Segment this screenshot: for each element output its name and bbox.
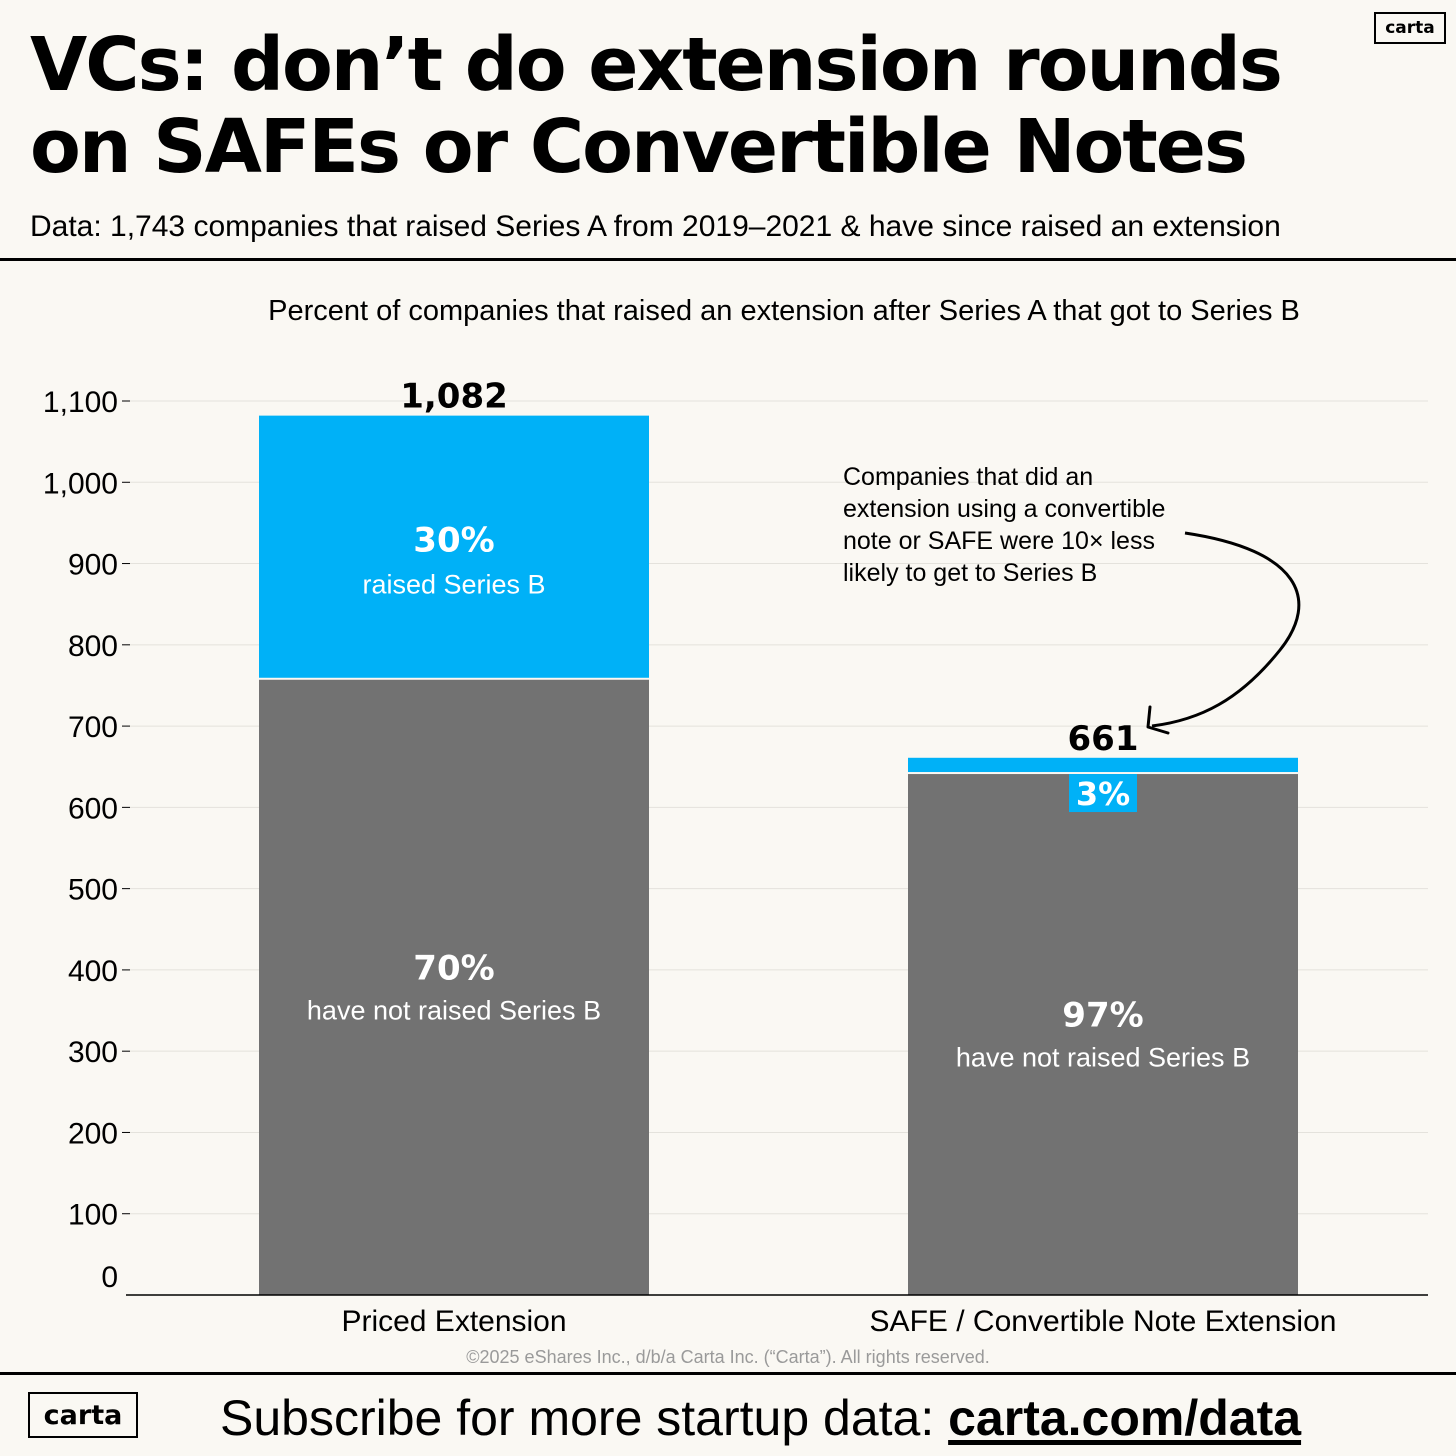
annotation-text-line: likely to get to Series B bbox=[843, 559, 1097, 587]
pct-raised-badge bbox=[1069, 774, 1137, 813]
annotation-text-line: Companies that did an bbox=[843, 463, 1093, 491]
subscribe-link[interactable]: carta.com/data bbox=[948, 1390, 1302, 1446]
annotation-text-line: extension using a convertible bbox=[843, 495, 1165, 523]
not-raised-text: have not raised Series B bbox=[956, 1043, 1250, 1073]
bar-total-label: 1,082 bbox=[400, 377, 508, 417]
y-tick-label: 1,000 bbox=[43, 467, 118, 500]
y-tick-label: 400 bbox=[68, 955, 118, 988]
cta-text: Subscribe for more startup data: bbox=[220, 1390, 949, 1446]
bar-not-raised bbox=[908, 774, 1298, 1295]
y-tick-label: 0 bbox=[101, 1261, 118, 1294]
bar-total-label: 661 bbox=[1068, 719, 1139, 759]
bar-raised bbox=[259, 415, 649, 678]
copyright-notice: ©2025 eShares Inc., d/b/a Carta Inc. (“C… bbox=[466, 1347, 990, 1367]
y-tick-label: 900 bbox=[68, 549, 118, 582]
annotation-text-line: note or SAFE were 10× less bbox=[843, 527, 1155, 555]
y-tick-label: 200 bbox=[68, 1117, 118, 1150]
pct-not-raised-label: 97% bbox=[1062, 996, 1143, 1036]
subscribe-cta: Subscribe for more startup data: carta.c… bbox=[220, 1388, 1440, 1448]
footer-divider bbox=[0, 1372, 1456, 1375]
bar-not-raised bbox=[259, 679, 649, 1295]
y-tick-label: 600 bbox=[68, 792, 118, 825]
pct-raised-label: 30% bbox=[413, 521, 494, 561]
y-tick-label: 500 bbox=[68, 874, 118, 907]
not-raised-text: have not raised Series B bbox=[307, 995, 601, 1025]
bar-raised bbox=[908, 757, 1298, 773]
carta-logo-footer: carta bbox=[28, 1392, 138, 1438]
header-divider bbox=[0, 258, 1456, 261]
y-tick-label: 1,100 bbox=[43, 386, 118, 419]
annotation-arrowhead bbox=[1146, 705, 1170, 735]
page-title: VCs: don’t do extension rounds on SAFEs … bbox=[30, 22, 1283, 190]
chart-title: Percent of companies that raised an exte… bbox=[268, 295, 1300, 327]
pct-not-raised-label: 70% bbox=[413, 948, 494, 988]
x-category-label: Priced Extension bbox=[341, 1305, 566, 1338]
page-subtitle: Data: 1,743 companies that raised Series… bbox=[30, 210, 1281, 243]
carta-logo: carta bbox=[1374, 12, 1446, 44]
y-tick-label: 800 bbox=[68, 630, 118, 663]
x-category-label: SAFE / Convertible Note Extension bbox=[870, 1305, 1337, 1338]
pct-raised-label: 3% bbox=[1076, 775, 1130, 813]
y-tick-label: 700 bbox=[68, 711, 118, 744]
y-tick-label: 100 bbox=[68, 1199, 118, 1232]
stacked-bar-chart: Percent of companies that raised an exte… bbox=[43, 295, 1428, 1338]
y-tick-label: 300 bbox=[68, 1036, 118, 1069]
annotation-arrow bbox=[1151, 531, 1301, 728]
raised-text: raised Series B bbox=[362, 570, 545, 600]
